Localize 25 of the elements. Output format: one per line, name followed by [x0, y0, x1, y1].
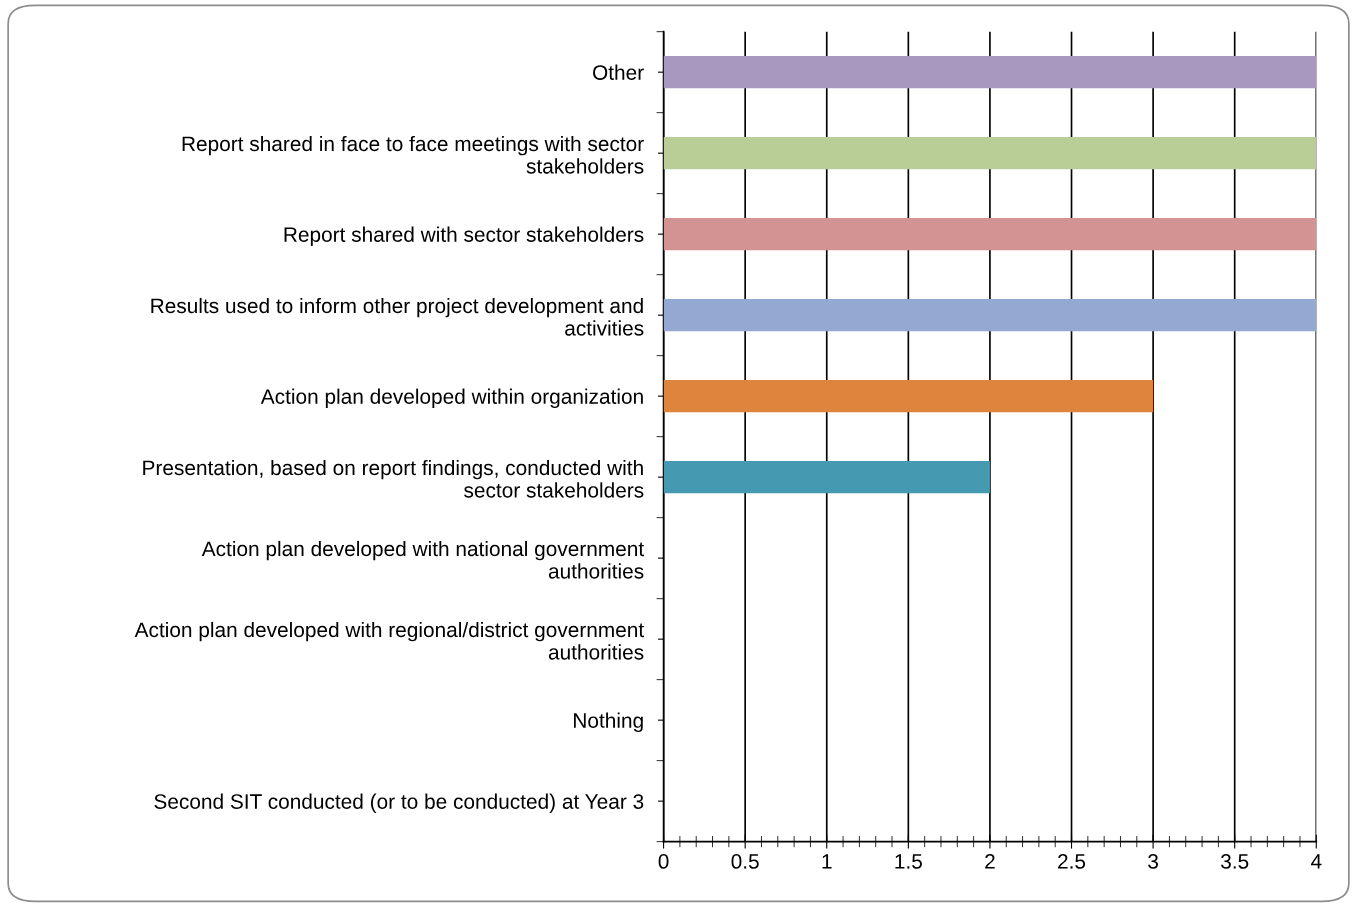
- x-tick-label: 3.5: [1221, 854, 1249, 869]
- x-tick-label: 0.5: [731, 854, 759, 869]
- y-tick-label: Report shared in face to face meetings with sector stakeholders: [182, 135, 644, 174]
- x-tick-label: 4: [1310, 854, 1322, 869]
- x-tick-label: 2: [985, 854, 995, 869]
- bar: [663, 460, 990, 494]
- bar: [663, 55, 1317, 89]
- y-tick-label: Report shared with sector stakeholders: [284, 226, 644, 247]
- y-tick-label: Action plan developed within organization: [260, 388, 643, 409]
- y-tick-label: Action plan developed with national government authorities: [201, 540, 645, 579]
- y-tick-label: Other: [593, 64, 644, 80]
- y-tick-label: Action plan developed with regional/district government authorities: [134, 621, 645, 660]
- y-tick-label: Presentation, based on report findings, conducted with sector stakeholders: [143, 459, 644, 498]
- x-tick-label: 2.5: [1058, 854, 1086, 869]
- x-tick-label: 0: [658, 854, 669, 869]
- bar: [663, 298, 1317, 332]
- y-tick-label: Second SIT conducted (or to be conducted) at Year 3: [154, 793, 644, 814]
- bar: [663, 136, 1317, 170]
- y-tick-label: Results used to inform other project development and activities: [151, 297, 644, 336]
- x-tick-label: 3: [1148, 854, 1158, 869]
- bar: [663, 217, 1317, 251]
- bar: [663, 379, 1154, 413]
- y-tick-label: Nothing: [574, 712, 643, 733]
- x-tick-label: 1.5: [895, 854, 922, 869]
- x-tick-label: 1: [822, 854, 832, 869]
